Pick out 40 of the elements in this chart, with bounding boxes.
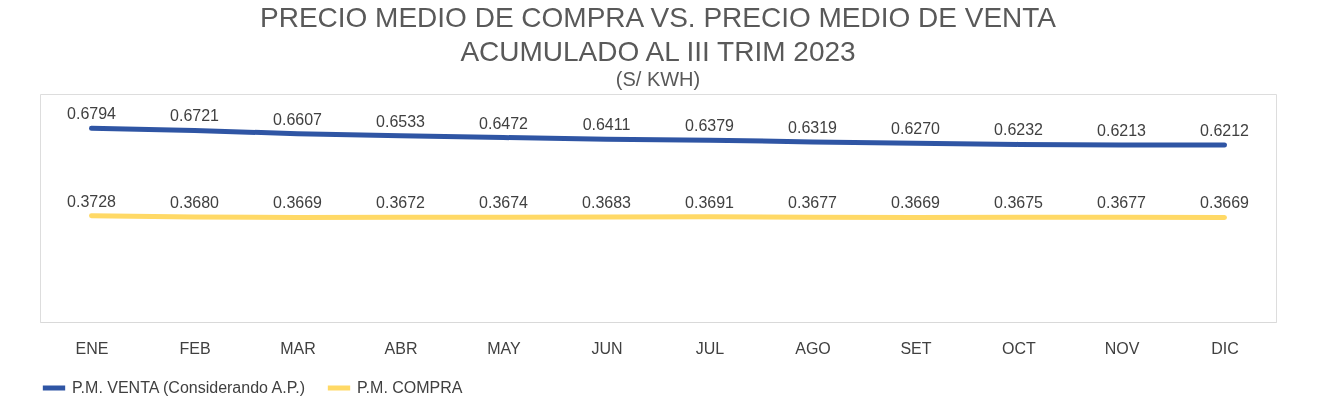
data-label: 0.6411: [582, 116, 631, 134]
x-tick-label: OCT: [1002, 339, 1037, 357]
data-label: 0.3669: [891, 194, 941, 212]
data-label: 0.3674: [479, 194, 529, 212]
data-label: 0.3672: [376, 194, 426, 212]
data-label: 0.3728: [67, 192, 117, 210]
data-label: 0.6472: [479, 114, 529, 132]
legend-label: P.M. VENTA (Considerando A.P.): [72, 379, 306, 396]
chart-title: PRECIO MEDIO DE COMPRA VS. PRECIO MEDIO DE VENTA ACUMULADO AL III TRIM 2023: [259, 2, 1057, 67]
data-label: 0.6212: [1200, 121, 1250, 139]
x-tick-label: DIC: [1211, 339, 1239, 357]
data-label: 0.6794: [67, 105, 117, 123]
x-tick-label: MAY: [487, 339, 522, 357]
x-tick-label: AGO: [795, 339, 831, 357]
x-tick-label: ABR: [384, 339, 418, 357]
x-tick-label: ENE: [75, 339, 109, 357]
data-label: 0.3677: [788, 194, 838, 212]
legend-label: P.M. COMPRA: [357, 379, 463, 396]
data-label: 0.3669: [1200, 194, 1250, 212]
data-label: 0.6213: [1097, 121, 1147, 139]
x-tick-label: NOV: [1104, 339, 1140, 357]
x-tick-label: JUL: [695, 339, 725, 357]
data-label: 0.3675: [994, 194, 1044, 212]
data-label: 0.6721: [170, 107, 220, 125]
data-label: 0.6232: [994, 121, 1044, 139]
data-label: 0.3677: [1097, 194, 1147, 212]
x-tick-label: JUN: [591, 339, 623, 357]
data-label: 0.3691: [685, 193, 735, 211]
data-label: 0.6533: [376, 112, 426, 130]
x-tick-label: FEB: [179, 339, 211, 357]
data-label: 0.6319: [788, 118, 838, 136]
data-label: 0.6607: [273, 110, 323, 128]
x-tick-label: SET: [900, 339, 932, 357]
data-label: 0.6379: [685, 117, 735, 135]
data-label: 0.3680: [170, 194, 220, 212]
data-label: 0.3683: [582, 194, 632, 212]
data-label: 0.3669: [273, 194, 323, 212]
chart-subtitle: (S/ KWH): [615, 68, 701, 90]
data-label: 0.6270: [891, 120, 941, 138]
x-tick-label: MAR: [280, 339, 316, 357]
